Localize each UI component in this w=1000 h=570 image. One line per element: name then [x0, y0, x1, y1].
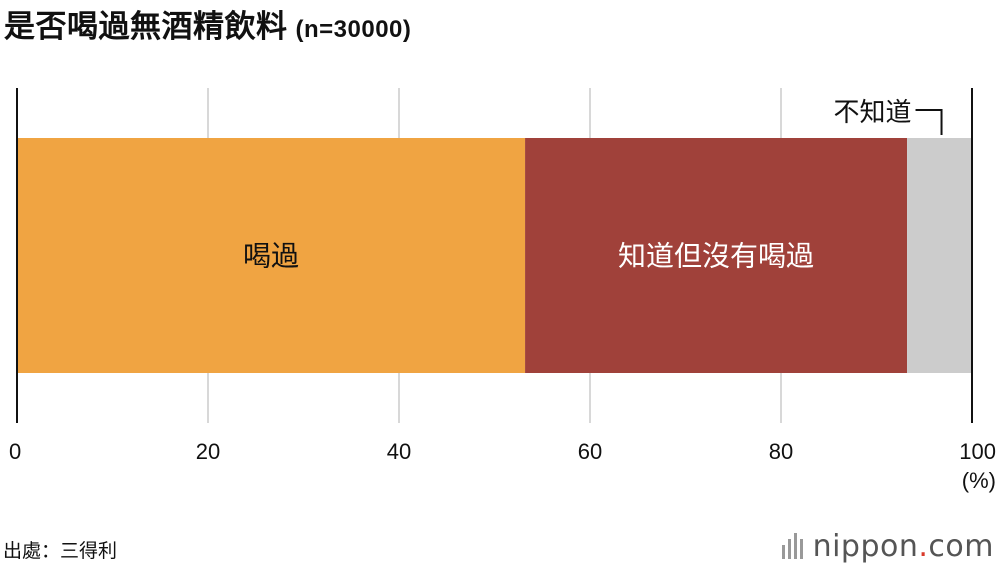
x-tick-label-20: 20	[196, 439, 220, 464]
x-tick-label-80: 80	[769, 439, 793, 464]
title-text: 是否喝過無酒精飲料	[4, 9, 288, 45]
bar-layer	[17, 138, 972, 373]
x-tick-label-60: 60	[578, 439, 602, 464]
segment-leader-line-3	[915, 109, 943, 135]
logo-wordmark: nippon.com	[812, 528, 994, 564]
x-unit-label: (%)	[962, 468, 996, 493]
logo-mark-icon	[781, 533, 803, 559]
segment-label-3: 不知道	[834, 98, 912, 128]
bar-segment-3	[907, 138, 972, 373]
x-tick-label-0: 0	[9, 439, 21, 464]
bar-segment-1	[17, 138, 526, 373]
label-layer: 喝過 知道但沒有喝過 不知道	[243, 98, 943, 273]
chart-title: 是否喝過無酒精飲料 (n=30000)	[4, 6, 411, 48]
source-note: 出處：三得利	[3, 540, 118, 562]
sample-size: (n=30000)	[295, 16, 412, 43]
nippon-logo: nippon.com	[781, 526, 994, 566]
x-tick-label-100: 100	[959, 439, 996, 464]
segment-label-2: 知道但沒有喝過	[618, 240, 814, 273]
segment-label-1: 喝過	[243, 240, 299, 273]
stacked-bar-chart: 0 20 40 60 80 100 (%) 喝過 知道但沒有喝過 不知道	[9, 88, 996, 493]
axis-layer: 0 20 40 60 80 100 (%)	[9, 88, 996, 493]
x-tick-label-40: 40	[387, 439, 411, 464]
bar-segment-2	[525, 138, 908, 373]
